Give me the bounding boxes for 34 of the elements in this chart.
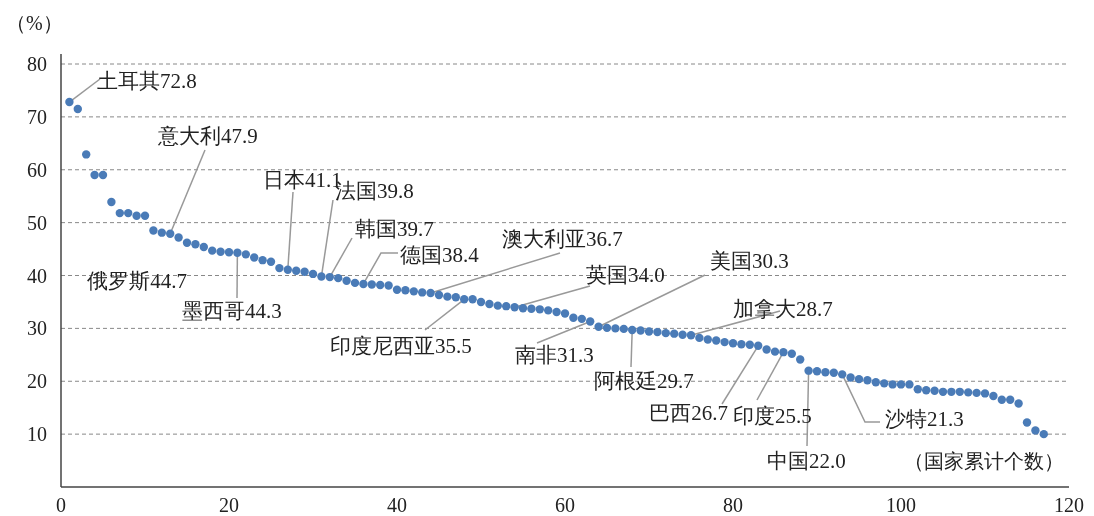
y-axis-title: （%）: [6, 12, 63, 34]
y-tick-label: 30: [27, 317, 47, 340]
x-axis-title: （国家累计个数）: [904, 450, 1064, 472]
y-tick-label: 10: [27, 423, 47, 446]
annotation: 澳大利亚36.7: [502, 227, 623, 251]
x-tick-label: 100: [886, 494, 916, 516]
annotation: 英国34.0: [586, 263, 665, 287]
x-tick-label: 60: [555, 494, 575, 516]
x-tick-label: 80: [723, 494, 743, 516]
annotation: 土耳其72.8: [97, 69, 197, 93]
y-tick-label: 40: [27, 264, 47, 287]
x-tick-label: 40: [387, 494, 407, 516]
y-tick-label: 60: [27, 158, 47, 181]
annotation: 意大利47.9: [157, 124, 258, 148]
y-tick-label: 20: [27, 370, 47, 393]
annotation: 加拿大28.7: [733, 297, 833, 321]
y-tick-label: 50: [27, 211, 47, 234]
annotation: 印度25.5: [733, 404, 812, 428]
annotation: 阿根廷29.7: [594, 369, 694, 393]
y-tick-label: 80: [27, 53, 47, 75]
x-tick-label: 0: [56, 494, 66, 516]
annotation: 韩国39.7: [355, 217, 434, 241]
y-tick-label: 70: [27, 105, 47, 128]
annotation: 德国38.4: [400, 243, 480, 267]
annotation: 中国22.0: [767, 449, 846, 473]
x-tick-label: 120: [1054, 494, 1084, 516]
annotation: 沙特21.3: [885, 407, 964, 431]
annotation: 南非31.3: [515, 343, 594, 367]
annotation: 美国30.3: [710, 249, 789, 273]
annotation: 墨西哥44.3: [182, 299, 282, 323]
annotation: 印度尼西亚35.5: [330, 334, 472, 358]
x-tick-label: 20: [219, 494, 239, 516]
annotation: 俄罗斯44.7: [87, 268, 187, 293]
annotation: 巴西26.7: [649, 401, 728, 425]
